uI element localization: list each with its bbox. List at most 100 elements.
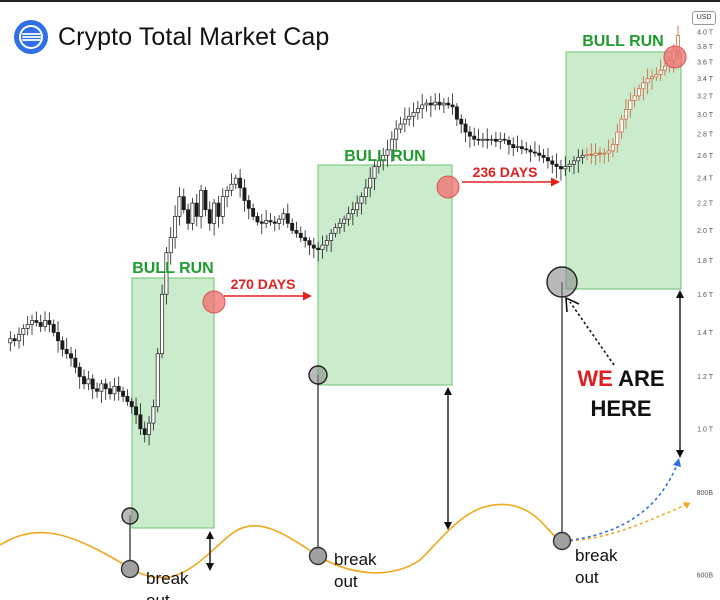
days-arrow-head <box>551 177 560 187</box>
candle-body <box>389 138 394 151</box>
candle-body <box>329 232 334 241</box>
y-tick-label: 4.0 T <box>697 30 714 37</box>
y-tick-label: 2.2 T <box>697 201 714 208</box>
callout-dotted-line <box>569 301 615 366</box>
candle-body <box>641 82 646 90</box>
y-tick-label: 3.6 T <box>697 60 714 67</box>
candle-body <box>125 396 130 402</box>
candle-body <box>381 154 386 162</box>
y-tick-label: 1.2 T <box>697 374 714 381</box>
measure-arrow-head-up <box>444 387 452 395</box>
candle-body <box>576 157 581 162</box>
candle-body <box>502 138 507 141</box>
candle-body <box>650 76 654 79</box>
measure-arrow-head-up <box>206 531 214 539</box>
candle-body <box>324 240 329 246</box>
measure-arrow-head-down <box>206 563 214 571</box>
candle-body <box>129 401 134 408</box>
projection-orange-arrowhead <box>683 502 690 509</box>
measure-arrow-head-down <box>676 450 684 458</box>
y-tick-label: 2.6 T <box>697 153 714 160</box>
annotation-layer: BULL RUN BULL RUN BULL RUN 270 DAYS 236 DAYS… <box>132 33 664 600</box>
candle-body <box>242 187 247 201</box>
y-tick-label: 2.4 T <box>697 176 714 183</box>
y-tick-label: 3.4 T <box>697 76 714 83</box>
breakout-label: out <box>334 572 358 591</box>
candle-body <box>606 150 611 154</box>
candle-body <box>637 88 641 97</box>
candle-body <box>437 101 442 106</box>
candle-body <box>203 190 208 211</box>
candle-body <box>290 222 295 231</box>
y-tick-label: 3.2 T <box>697 93 714 100</box>
candle-body <box>294 230 299 234</box>
candle-body <box>663 65 667 71</box>
candle-body <box>220 196 225 217</box>
candle-body <box>177 196 182 217</box>
y-tick-label: 1.4 T <box>697 330 714 337</box>
bull-run-zones <box>131 51 682 529</box>
candle-body <box>428 102 433 106</box>
breakout-point-marker <box>308 546 328 566</box>
candle-body <box>60 340 65 350</box>
candle-body <box>355 202 360 211</box>
markers-layer <box>120 45 687 579</box>
candle-body <box>303 237 308 241</box>
candle-body <box>121 390 126 397</box>
candle-body <box>225 190 230 198</box>
candle-body <box>56 332 60 342</box>
candle-body <box>316 247 321 250</box>
bull-run-zone <box>317 164 453 386</box>
candle-body <box>73 357 78 368</box>
candle-body <box>207 209 212 224</box>
candle-body <box>433 101 438 106</box>
y-tick-label: 3.0 T <box>697 112 714 119</box>
candle-body <box>541 154 546 158</box>
candle-body <box>277 218 282 224</box>
callout-are: ARE <box>618 366 664 391</box>
candle-body <box>480 138 485 141</box>
candle-body <box>441 102 446 106</box>
candle-body <box>402 118 407 125</box>
candle-body <box>342 218 347 224</box>
candle-body <box>307 240 312 246</box>
y-tick-label: 1.6 T <box>697 292 714 299</box>
candle-body <box>142 428 147 435</box>
we-are-here-line2: HERE <box>590 396 651 421</box>
candle-body <box>103 383 108 390</box>
page-title: Crypto Total Market Cap <box>58 22 330 51</box>
currency-badge[interactable]: USD <box>692 11 716 25</box>
we-are-here-line1: WE ARE <box>577 366 664 391</box>
chart-header: Crypto Total Market Cap <box>14 20 329 54</box>
candle-body <box>95 388 99 392</box>
candle-body <box>376 160 381 167</box>
candle-body <box>246 200 251 209</box>
candle-body <box>25 324 30 329</box>
y-tick-label: 1.8 T <box>697 258 714 265</box>
cycle-wave-line <box>0 503 563 579</box>
candle-body <box>585 153 589 156</box>
candle-body <box>69 353 73 359</box>
candle-body <box>320 244 325 250</box>
candle-body <box>632 95 637 101</box>
candle-body <box>160 293 165 355</box>
candle-body <box>532 151 537 154</box>
candle-body <box>498 138 503 142</box>
candle-body <box>99 383 104 392</box>
candle-body <box>372 166 377 179</box>
candle-body <box>51 324 56 333</box>
y-tick-label: 2.0 T <box>697 228 714 235</box>
candle-body <box>420 104 425 110</box>
candle-body <box>476 138 481 141</box>
candle-body <box>624 109 628 120</box>
candle-body <box>151 406 156 424</box>
candle-body <box>359 196 364 204</box>
candle-body <box>216 202 221 217</box>
candle-body <box>446 102 451 106</box>
candle-body <box>108 388 113 395</box>
candle-body <box>168 237 173 254</box>
candle-body <box>411 112 416 117</box>
candle-body <box>563 166 568 170</box>
candle-body <box>459 118 464 125</box>
